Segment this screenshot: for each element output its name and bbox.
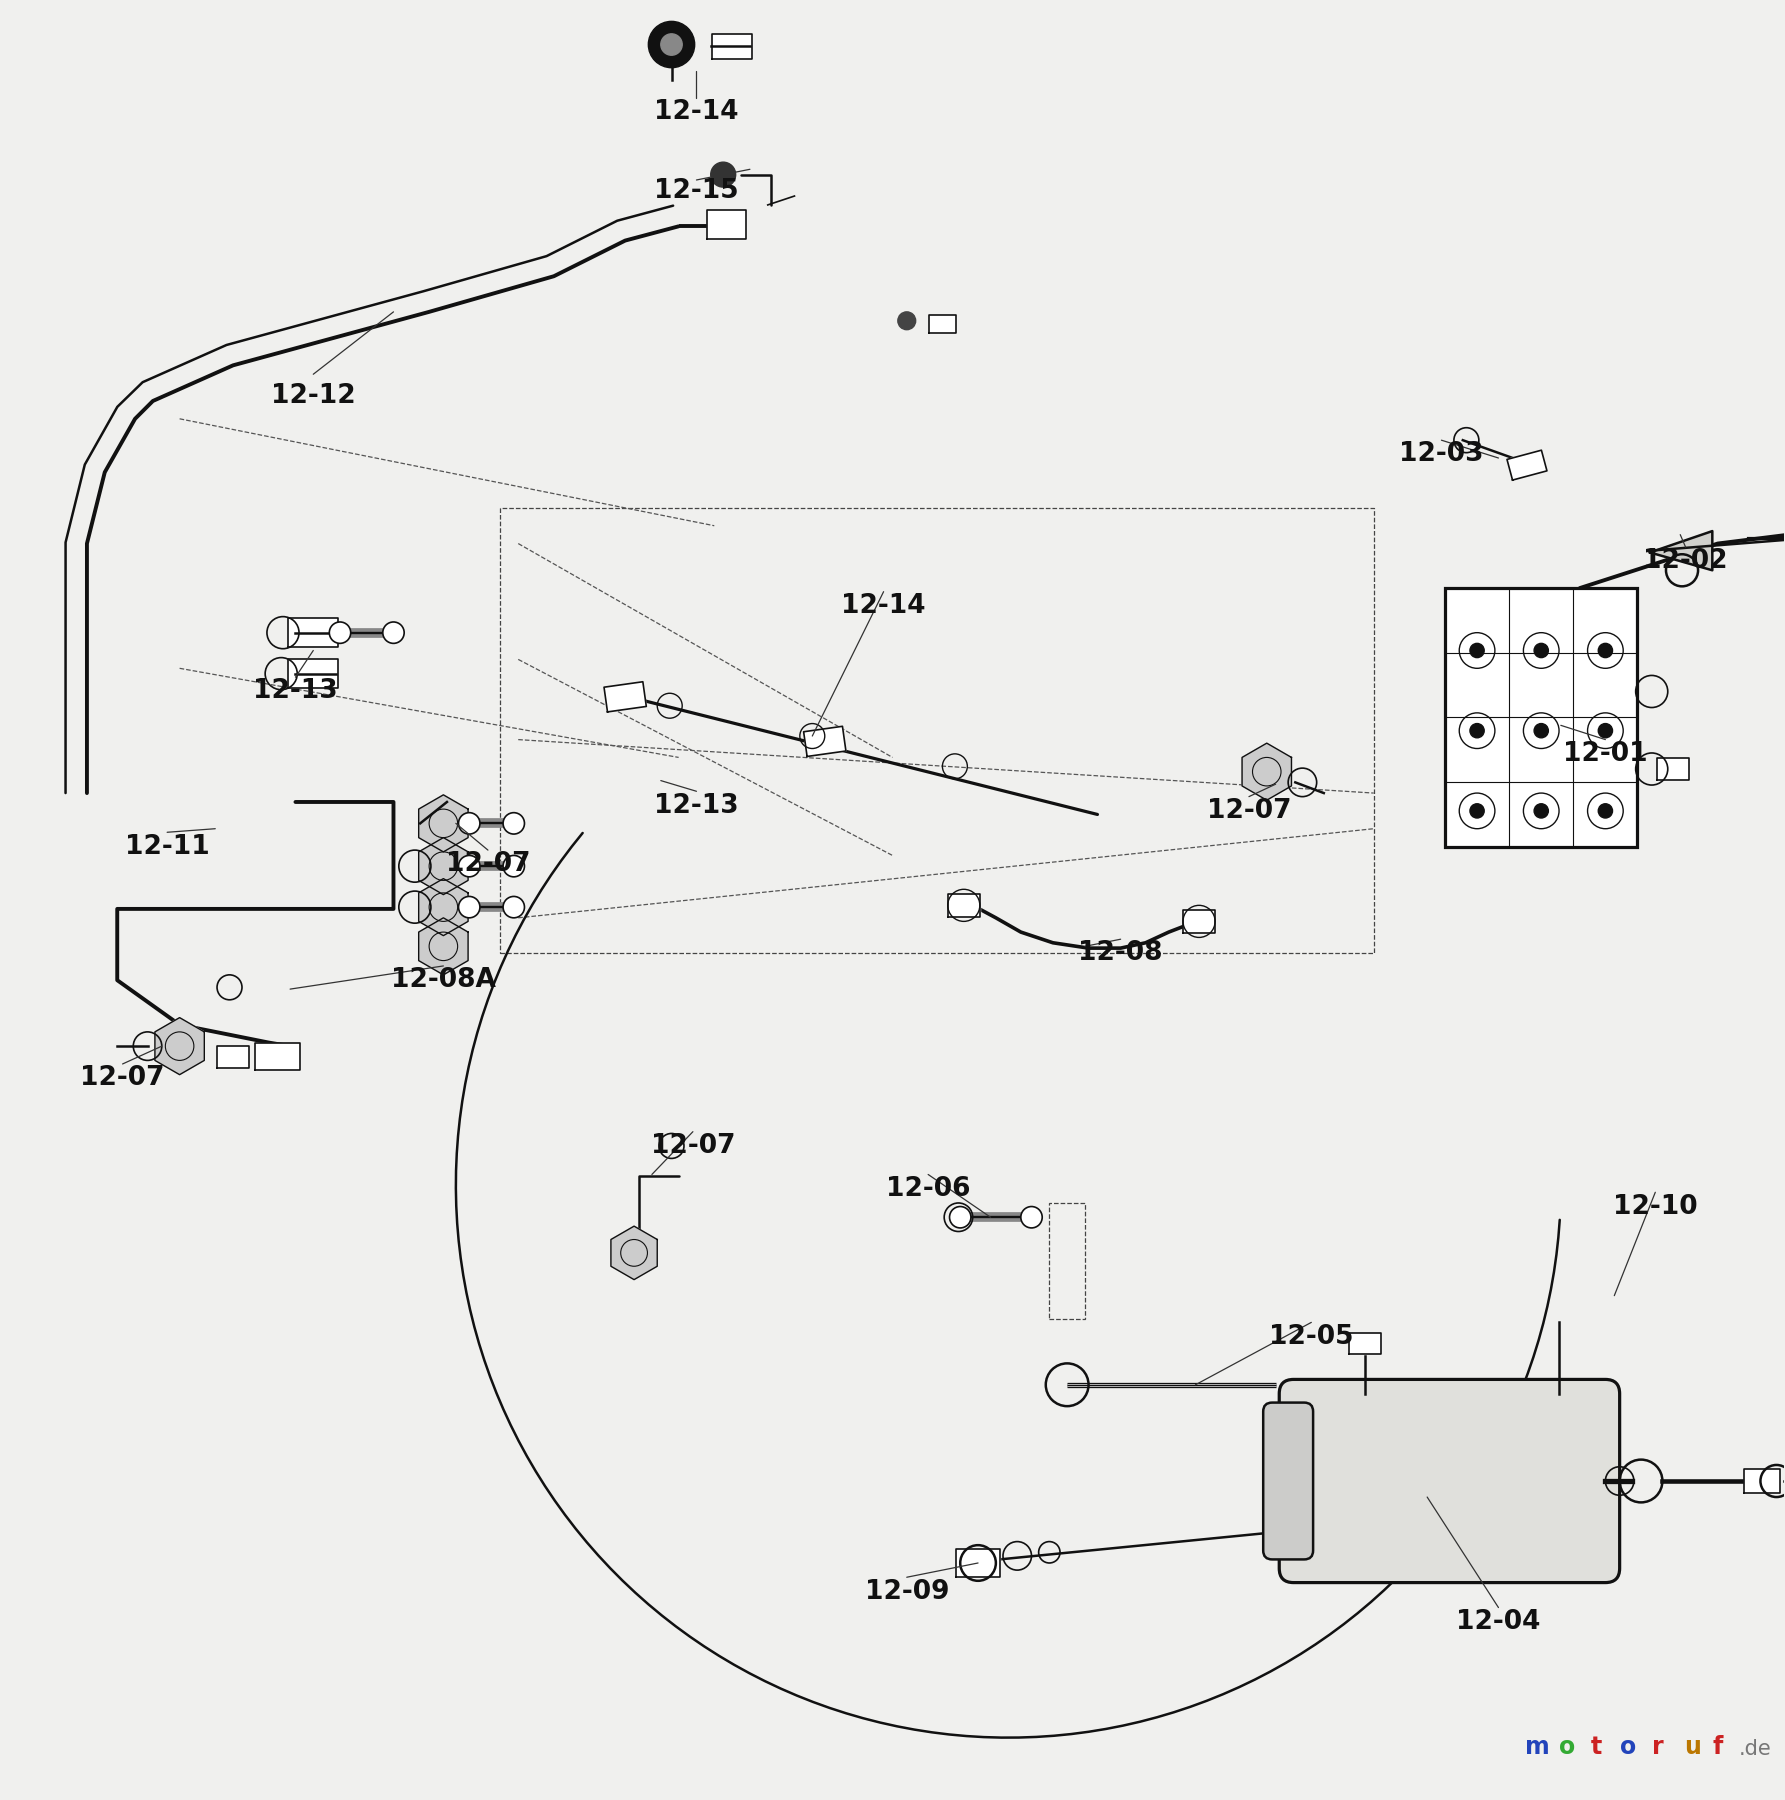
Text: 12-08: 12-08 [1078,940,1162,967]
Polygon shape [1349,1334,1382,1354]
Circle shape [1021,1206,1042,1228]
Circle shape [1469,724,1483,738]
Polygon shape [289,659,337,688]
Polygon shape [1183,909,1216,932]
Circle shape [459,896,480,918]
Polygon shape [419,796,468,851]
Polygon shape [603,682,646,713]
Text: u: u [1683,1735,1701,1759]
Circle shape [710,162,735,187]
Text: 12-06: 12-06 [885,1175,971,1202]
Text: 12-05: 12-05 [1269,1323,1353,1350]
Circle shape [1598,643,1612,657]
Text: f: f [1712,1735,1723,1759]
Polygon shape [289,619,337,646]
Polygon shape [419,837,468,895]
Circle shape [1469,805,1483,817]
FancyBboxPatch shape [1446,589,1637,846]
FancyBboxPatch shape [1280,1379,1619,1582]
Circle shape [503,812,525,833]
Text: 12-13: 12-13 [253,679,337,704]
Text: 12-08A: 12-08A [391,967,496,994]
Text: 12-11: 12-11 [125,833,209,860]
Polygon shape [1649,531,1712,571]
Circle shape [1469,643,1483,657]
Polygon shape [218,1046,250,1067]
Text: 12-07: 12-07 [1207,797,1291,824]
Text: 12-07: 12-07 [446,851,530,877]
Polygon shape [707,211,746,239]
Text: m: m [1524,1735,1549,1759]
Text: 12-01: 12-01 [1564,742,1648,767]
Text: 12-10: 12-10 [1614,1193,1698,1220]
Text: o: o [1558,1735,1576,1759]
Polygon shape [610,1226,657,1280]
Polygon shape [803,725,846,756]
Polygon shape [948,895,980,916]
Circle shape [1533,805,1548,817]
Text: 12-02: 12-02 [1644,549,1728,574]
Polygon shape [155,1017,203,1075]
Text: t: t [1590,1735,1603,1759]
Polygon shape [419,918,468,976]
Circle shape [648,22,694,68]
Circle shape [459,812,480,833]
Circle shape [1533,724,1548,738]
Text: 12-07: 12-07 [652,1132,735,1159]
Circle shape [503,855,525,877]
Circle shape [459,855,480,877]
Polygon shape [928,315,955,333]
Circle shape [503,896,525,918]
Polygon shape [255,1044,300,1071]
Polygon shape [1744,1469,1780,1494]
Text: 12-15: 12-15 [653,178,739,203]
Bar [500,508,1374,954]
Circle shape [660,34,682,56]
Polygon shape [419,878,468,936]
Circle shape [328,623,350,643]
Text: 12-03: 12-03 [1399,441,1483,468]
Text: 12-09: 12-09 [864,1579,950,1604]
Text: .de: .de [1739,1739,1773,1759]
Polygon shape [712,34,751,59]
Polygon shape [1656,758,1689,779]
Circle shape [382,623,403,643]
Text: 12-07: 12-07 [80,1066,164,1091]
Circle shape [950,1206,971,1228]
Polygon shape [1507,450,1548,481]
Text: 12-12: 12-12 [271,383,355,409]
Text: o: o [1619,1735,1635,1759]
Polygon shape [1242,743,1292,801]
FancyBboxPatch shape [1264,1402,1314,1559]
Circle shape [1598,724,1612,738]
Circle shape [898,311,916,329]
Text: 12-04: 12-04 [1457,1609,1540,1634]
Text: 12-13: 12-13 [653,792,739,819]
Text: 12-14: 12-14 [655,99,739,126]
Circle shape [1533,643,1548,657]
Polygon shape [955,1548,1000,1577]
Circle shape [1598,805,1612,817]
Text: 12-14: 12-14 [841,592,926,619]
Text: r: r [1651,1735,1664,1759]
